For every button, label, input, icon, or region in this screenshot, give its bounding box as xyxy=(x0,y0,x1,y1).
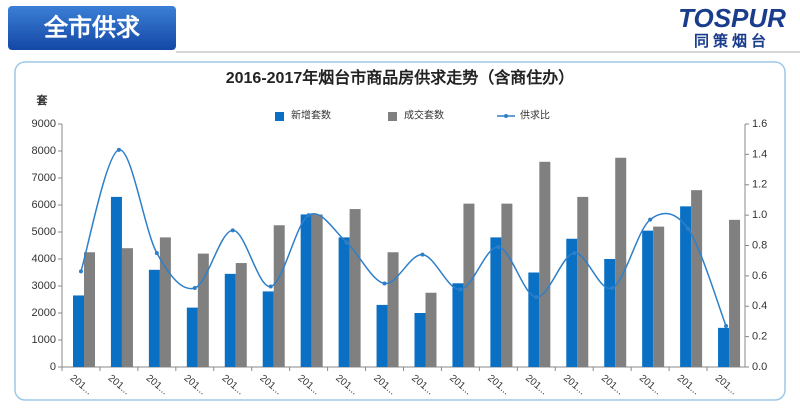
y-tick-label: 9000 xyxy=(32,118,56,130)
ratio-point xyxy=(116,147,121,152)
ratio-point xyxy=(534,295,539,300)
bar xyxy=(539,161,551,367)
bar xyxy=(159,237,171,367)
ratio-point xyxy=(154,251,159,256)
bar xyxy=(300,214,312,367)
legend-dot xyxy=(504,114,508,118)
y-tick-label: 3000 xyxy=(32,280,56,292)
bar xyxy=(387,252,399,367)
bar xyxy=(224,273,236,367)
y2-tick-label: 0.4 xyxy=(752,300,767,312)
legend-label: 新增套数 xyxy=(291,109,331,122)
bar xyxy=(338,237,350,367)
ratio-point xyxy=(306,213,311,218)
header-title: 全市供求 xyxy=(43,13,140,41)
bar xyxy=(110,196,122,367)
bar xyxy=(197,253,209,367)
bar xyxy=(653,226,665,367)
bar xyxy=(414,313,426,367)
y2-tick-label: 1.2 xyxy=(752,179,767,191)
ratio-point xyxy=(230,228,235,233)
y-tick-label: 0 xyxy=(50,361,56,373)
y2-tick-label: 0.6 xyxy=(752,270,767,282)
y2-tick-label: 1.0 xyxy=(752,209,767,221)
bar xyxy=(262,291,274,367)
ratio-point xyxy=(78,269,83,274)
chart-title: 2016-2017年烟台市商品房供求走势（含商住办） xyxy=(226,68,575,87)
bar xyxy=(148,269,160,367)
ratio-point xyxy=(192,286,197,291)
bar xyxy=(425,292,437,367)
y-tick-label: 4000 xyxy=(32,253,56,265)
ratio-line xyxy=(80,149,727,327)
bar xyxy=(186,307,198,367)
bar xyxy=(691,190,703,367)
legend-label: 成交套数 xyxy=(404,109,444,122)
bar xyxy=(680,206,692,367)
y-tick-label: 5000 xyxy=(32,226,56,238)
ratio-point xyxy=(572,251,577,256)
bar xyxy=(490,237,502,367)
ratio-point xyxy=(686,226,691,231)
y2-tick-label: 0.2 xyxy=(752,331,767,343)
bar xyxy=(349,209,361,367)
ratio-point xyxy=(648,217,653,222)
ratio-point xyxy=(344,240,349,245)
bar xyxy=(528,272,540,367)
bar xyxy=(577,196,589,367)
bar xyxy=(84,252,95,367)
y-tick-label: 8000 xyxy=(32,145,56,157)
bar xyxy=(604,259,616,367)
bar xyxy=(273,225,285,367)
legend-swatch xyxy=(388,112,397,121)
bar xyxy=(121,248,133,367)
y2-tick-label: 1.6 xyxy=(752,118,767,130)
legend-swatch xyxy=(275,112,284,121)
y2-tick-label: 1.4 xyxy=(752,148,767,160)
bar xyxy=(235,263,247,367)
bar xyxy=(501,203,513,367)
y-tick-label: 6000 xyxy=(32,199,56,211)
bar xyxy=(376,304,388,367)
ratio-point xyxy=(268,284,273,289)
bar xyxy=(729,219,741,367)
y-tick-label: 1000 xyxy=(32,334,56,346)
ratio-point xyxy=(496,245,501,250)
ratio-point xyxy=(382,281,387,286)
legend-label: 供求比 xyxy=(520,109,550,122)
bar xyxy=(73,295,84,367)
ratio-point xyxy=(458,287,463,292)
bar xyxy=(311,214,323,367)
y-tick-label: 7000 xyxy=(32,172,56,184)
y2-tick-label: 0.0 xyxy=(752,361,767,373)
bar xyxy=(615,157,627,367)
header-box xyxy=(8,6,176,50)
bar xyxy=(452,283,464,367)
bar xyxy=(463,203,475,367)
logo-sub: 同策烟台 xyxy=(694,32,770,50)
bar xyxy=(642,230,654,367)
bar xyxy=(718,327,730,367)
logo-brand: TOSPUR xyxy=(678,3,786,33)
ratio-point xyxy=(724,323,729,328)
ratio-point xyxy=(420,252,425,257)
ratio-point xyxy=(610,286,615,291)
y-axis-label: 套 xyxy=(37,93,49,107)
y-tick-label: 2000 xyxy=(32,307,56,319)
bar xyxy=(566,238,578,367)
y2-tick-label: 0.8 xyxy=(752,239,767,251)
